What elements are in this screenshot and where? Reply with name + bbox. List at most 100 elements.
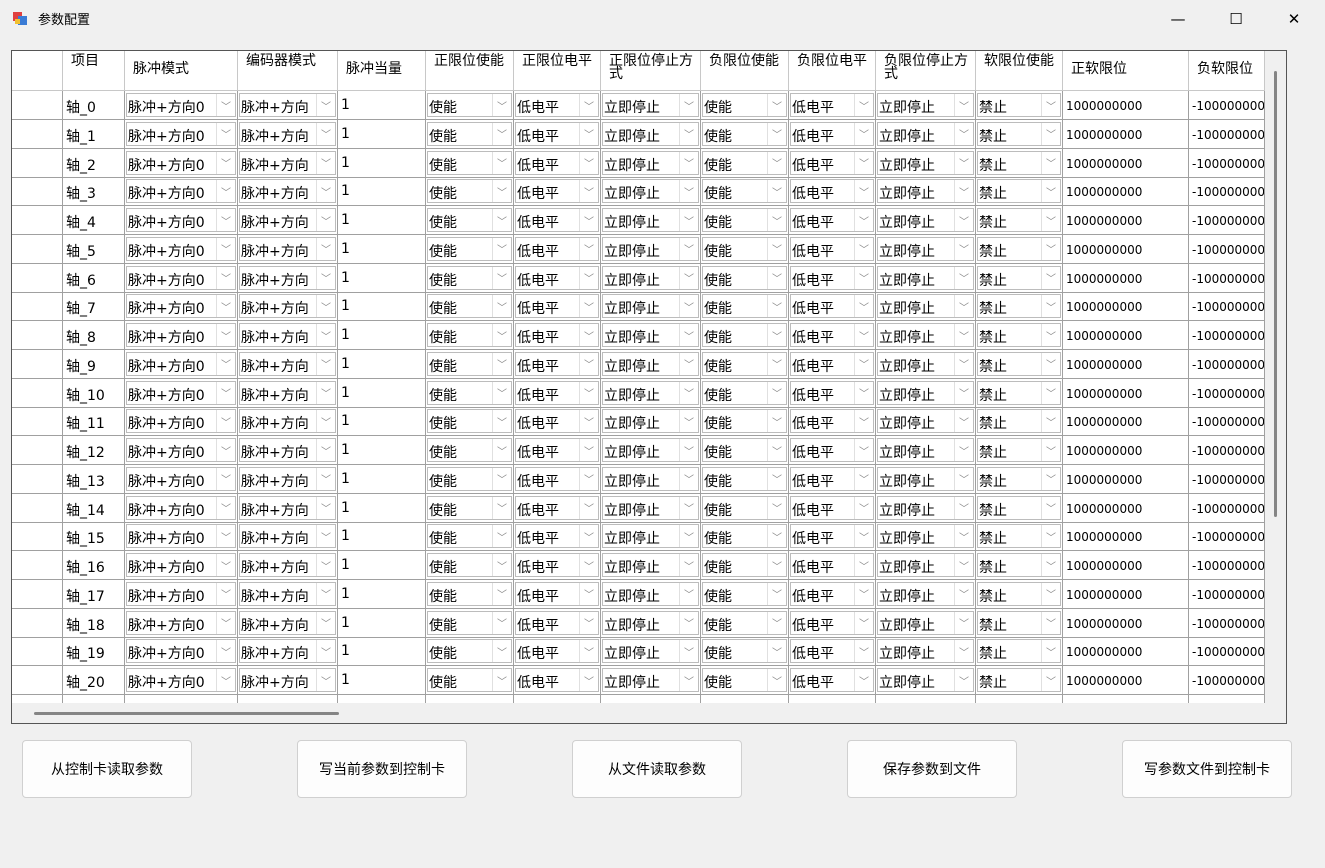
combo-input[interactable]: 立即停止 ﹀ [877,294,974,319]
column-header[interactable]: 正限位使能 [426,51,514,91]
table-cell[interactable]: 1 [338,637,426,667]
chevron-down-icon[interactable]: ﹀ [216,122,235,145]
combo-input[interactable]: 脉冲+方向 ﹀ [239,524,336,549]
horizontal-scroll-thumb[interactable] [34,712,339,715]
row-header[interactable] [12,522,63,552]
action-button[interactable]: 从控制卡读取参数 [22,740,192,798]
chevron-down-icon[interactable]: ﹀ [316,180,335,203]
combo-input[interactable]: 低电平 ﹀ [790,121,874,146]
chevron-down-icon[interactable]: ﹀ [492,467,511,490]
chevron-down-icon[interactable]: ﹀ [579,467,598,490]
chevron-down-icon[interactable]: ﹀ [767,209,786,231]
combo-input[interactable]: 脉冲+方向 ﹀ [239,610,336,635]
combo-input[interactable]: 脉冲+方向 ﹀ [239,438,336,462]
combo-box[interactable]: 禁止 ﹀ [976,493,1063,523]
chevron-down-icon[interactable]: ﹀ [216,94,235,116]
combo-box[interactable]: 禁止 ﹀ [976,407,1063,437]
chevron-down-icon[interactable]: ﹀ [767,151,786,174]
chevron-down-icon[interactable]: ﹀ [854,525,873,548]
combo-box[interactable]: 使能 ﹀ [701,206,789,235]
combo-box[interactable]: 低电平 ﹀ [514,464,601,494]
row-header[interactable] [12,321,63,350]
combo-box[interactable]: 立即停止 ﹀ [601,608,701,638]
combo-input[interactable]: 立即停止 ﹀ [602,581,699,606]
combo-box[interactable]: 使能 ﹀ [701,407,789,437]
combo-input[interactable]: 使能 ﹀ [702,236,787,261]
combo-box[interactable]: 立即停止 ﹀ [601,349,701,379]
combo-input[interactable]: 脉冲+方向 ﹀ [239,323,336,347]
combo-input[interactable]: 低电平 ﹀ [515,236,599,261]
combo-input[interactable]: 立即停止 ﹀ [602,380,699,405]
chevron-down-icon[interactable]: ﹀ [216,410,235,433]
combo-box[interactable]: 脉冲+方向 ﹀ [238,349,338,379]
table-cell[interactable]: 轴_2 [63,148,125,178]
combo-input[interactable]: 脉冲+方向 ﹀ [239,380,336,405]
combo-box[interactable]: 禁止 ﹀ [976,349,1063,379]
combo-input[interactable]: 使能 ﹀ [427,179,512,204]
combo-box[interactable]: 立即停止 ﹀ [876,378,976,408]
combo-input[interactable]: 使能 ﹀ [427,438,512,462]
combo-input[interactable]: 立即停止 ﹀ [602,121,699,146]
chevron-down-icon[interactable]: ﹀ [954,295,973,318]
combo-input[interactable]: 使能 ﹀ [702,438,787,462]
chevron-down-icon[interactable]: ﹀ [316,439,335,461]
combo-box[interactable]: 禁止 ﹀ [976,522,1063,552]
combo-input[interactable]: 使能 ﹀ [702,351,787,376]
column-header[interactable]: 项目 [63,51,125,91]
chevron-down-icon[interactable]: ﹀ [1041,640,1060,663]
row-header[interactable] [12,551,63,580]
combo-input[interactable]: 脉冲+方向0 ﹀ [126,610,236,635]
row-header[interactable] [12,378,63,408]
chevron-down-icon[interactable]: ﹀ [216,496,235,519]
table-cell[interactable]: 1000000000 [1063,608,1189,638]
chevron-down-icon[interactable]: ﹀ [579,640,598,663]
combo-input[interactable]: 立即停止 ﹀ [877,208,974,232]
combo-box[interactable]: 立即停止 ﹀ [601,234,701,264]
combo-box[interactable]: 低电平 ﹀ [514,177,601,207]
action-button[interactable]: 从文件读取参数 [572,740,742,798]
combo-input[interactable]: 脉冲+方向0 ﹀ [126,150,236,175]
row-header[interactable] [12,119,63,149]
combo-box[interactable]: 禁止 ﹀ [976,148,1063,178]
combo-box[interactable]: 使能 ﹀ [701,464,789,494]
combo-box[interactable]: 脉冲+方向 ﹀ [238,637,338,667]
combo-box[interactable]: 脉冲+方向 ﹀ [238,177,338,207]
row-header[interactable] [12,608,63,638]
combo-box[interactable]: 低电平 ﹀ [514,436,601,465]
chevron-down-icon[interactable]: ﹀ [1041,151,1060,174]
combo-box[interactable]: 禁止 ﹀ [976,378,1063,408]
combo-input[interactable]: 使能 ﹀ [702,294,787,319]
combo-box[interactable]: 脉冲+方向0 ﹀ [125,551,238,580]
table-cell[interactable]: 轴_1 [63,119,125,149]
row-header[interactable] [12,579,63,609]
combo-box[interactable]: 脉冲+方向 ﹀ [238,407,338,437]
combo-box[interactable]: 脉冲+方向0 ﹀ [125,464,238,494]
column-header[interactable]: 负限位停止方式 [876,51,976,91]
combo-box[interactable]: 使能 ﹀ [701,119,789,149]
combo-box[interactable]: 禁止 ﹀ [976,551,1063,580]
chevron-down-icon[interactable]: ﹀ [854,295,873,318]
chevron-down-icon[interactable]: ﹀ [679,640,698,663]
chevron-down-icon[interactable]: ﹀ [679,669,698,691]
chevron-down-icon[interactable]: ﹀ [1041,439,1060,461]
combo-input[interactable]: 立即停止 ﹀ [602,93,699,117]
combo-box[interactable]: 脉冲+方向 ﹀ [238,522,338,552]
combo-input[interactable]: 脉冲+方向 ﹀ [239,553,336,577]
table-cell[interactable]: 轴_18 [63,608,125,638]
chevron-down-icon[interactable]: ﹀ [854,640,873,663]
chevron-down-icon[interactable]: ﹀ [579,352,598,375]
action-button[interactable]: 写参数文件到控制卡 [1122,740,1292,798]
chevron-down-icon[interactable]: ﹀ [767,611,786,634]
chevron-down-icon[interactable]: ﹀ [854,237,873,260]
combo-input[interactable]: 低电平 ﹀ [515,265,599,290]
combo-box[interactable]: 立即停止 ﹀ [876,91,976,120]
chevron-down-icon[interactable]: ﹀ [679,94,698,116]
combo-input[interactable]: 低电平 ﹀ [790,236,874,261]
chevron-down-icon[interactable]: ﹀ [854,381,873,404]
chevron-down-icon[interactable]: ﹀ [954,582,973,605]
chevron-down-icon[interactable]: ﹀ [492,611,511,634]
chevron-down-icon[interactable]: ﹀ [316,381,335,404]
chevron-down-icon[interactable]: ﹀ [854,669,873,691]
chevron-down-icon[interactable]: ﹀ [767,410,786,433]
table-cell[interactable]: 1000000000 [1063,407,1189,437]
